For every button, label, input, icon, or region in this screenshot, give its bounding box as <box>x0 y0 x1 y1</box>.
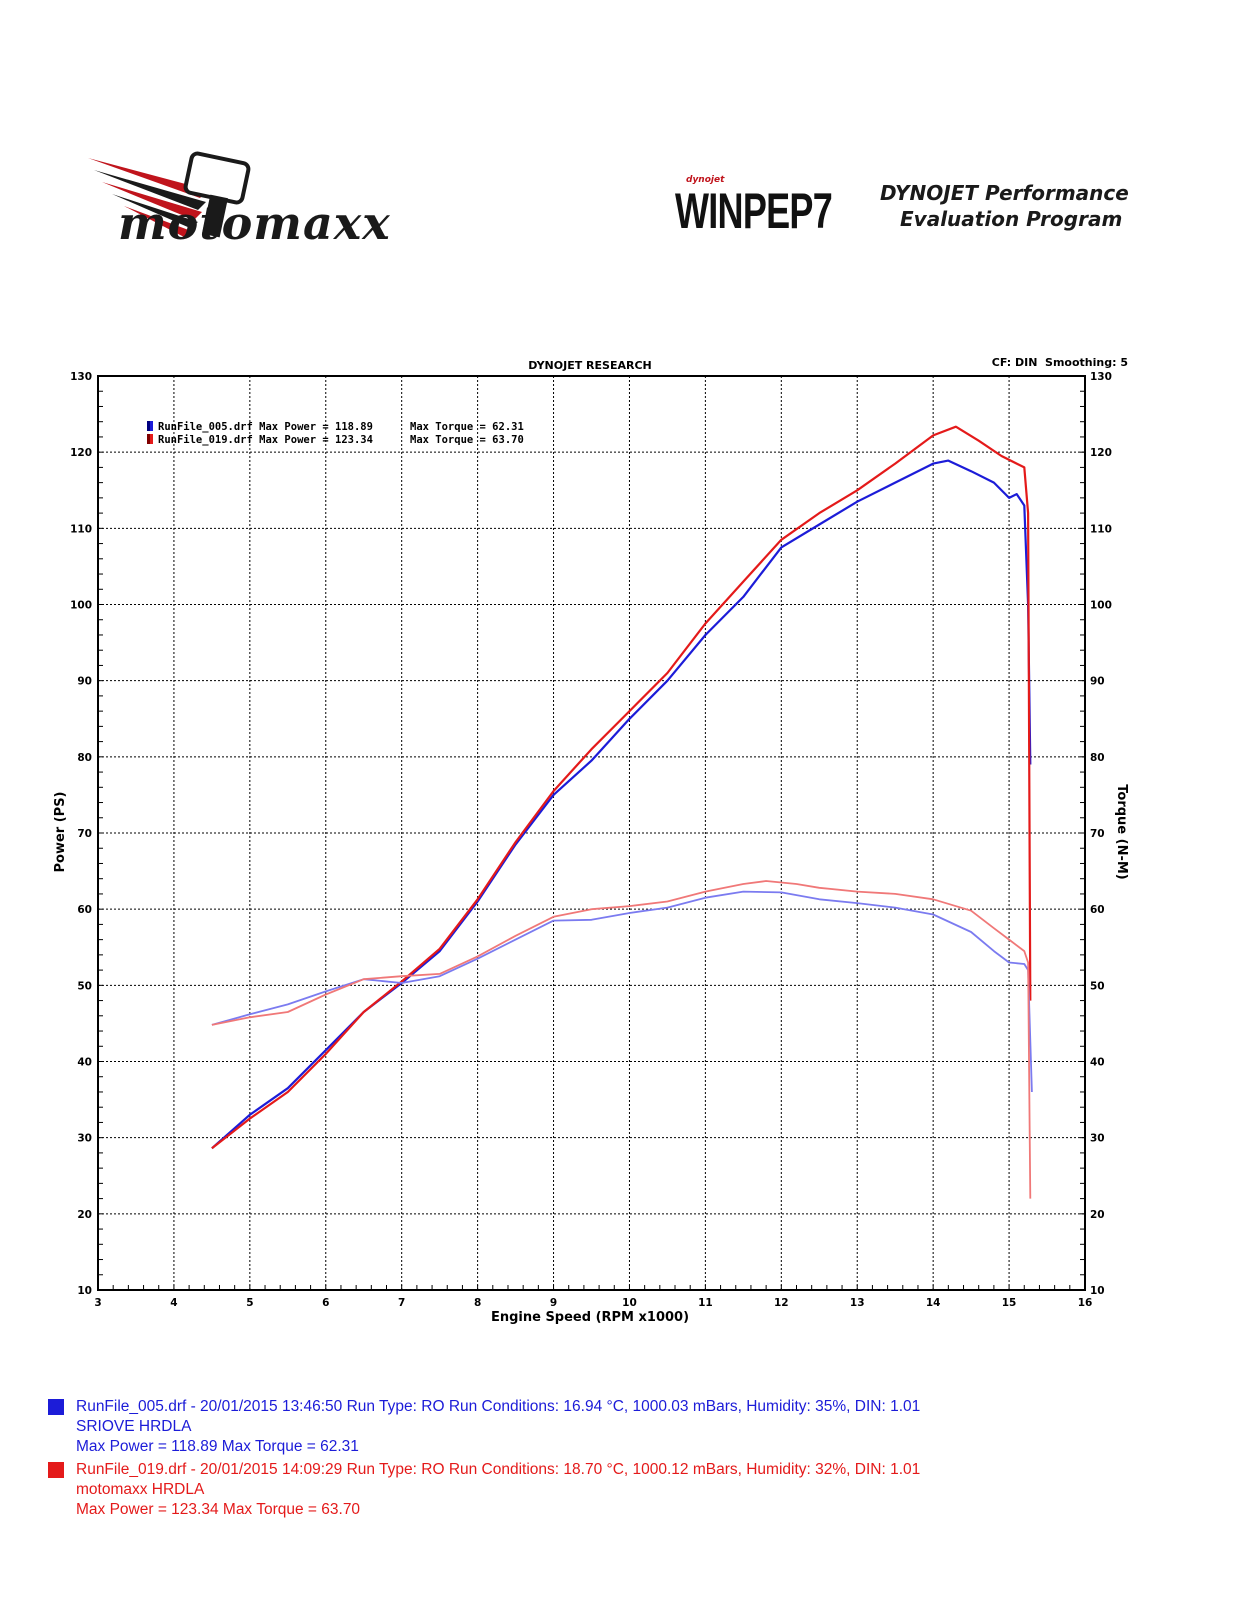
y-tick-label: 110 <box>70 523 92 535</box>
run1-swatch <box>48 1399 64 1415</box>
y-tick-label: 100 <box>70 600 92 612</box>
y-tick-label: 40 <box>77 1057 92 1069</box>
y-tick-label: 90 <box>77 676 92 688</box>
y-axis-label: Power (PS) <box>53 792 68 873</box>
y-tick-label: 50 <box>77 980 92 992</box>
y2-tick-label: 90 <box>1090 676 1105 688</box>
y-tick-label: 30 <box>77 1133 92 1145</box>
y2-tick-label: 20 <box>1090 1209 1105 1221</box>
y-tick-label: 130 <box>70 371 92 383</box>
run2-max: Max Power = 123.34 Max Torque = 63.70 <box>76 1501 361 1518</box>
y2-tick-label: 10 <box>1090 1285 1105 1297</box>
y2-tick-label: 30 <box>1090 1133 1105 1145</box>
y2-tick-label: 120 <box>1090 447 1112 459</box>
dynojet-small-mark: dynojet <box>686 175 725 185</box>
series-line-torque-run2 <box>211 880 1032 1199</box>
x-tick-label: 5 <box>246 1297 253 1309</box>
y-tick-label: 120 <box>70 447 92 459</box>
run1-details: RunFile_005.drf - 20/01/2015 13:46:50 Ru… <box>76 1398 921 1415</box>
series-line-power-run2 <box>211 425 1032 1150</box>
motomaxx-logo <box>88 151 251 238</box>
y-tick-label: 20 <box>77 1209 92 1221</box>
run2-swatch <box>48 1462 64 1478</box>
chart-legend: RunFile_005.drf Max Power = 118.89 Max T… <box>147 421 524 446</box>
y2-tick-label: 70 <box>1090 828 1105 840</box>
y2-tick-label: 130 <box>1090 371 1112 383</box>
y-tick-label: 60 <box>77 904 92 916</box>
dynojet-tagline-1: DYNOJET Performance <box>880 181 1129 205</box>
legend-swatch-run2-edge <box>147 434 150 444</box>
dynojet-tagline-2: Evaluation Program <box>900 207 1123 231</box>
y2-tick-label: 40 <box>1090 1057 1105 1069</box>
y2-tick-label: 60 <box>1090 904 1105 916</box>
x-tick-label: 15 <box>1002 1297 1017 1309</box>
winpep-wordmark: WINPEP7 <box>675 183 833 239</box>
y2-axis-label: Torque (N-M) <box>1114 784 1129 879</box>
x-tick-label: 14 <box>926 1297 941 1309</box>
series-lines <box>211 425 1033 1199</box>
legend-swatch-run1-edge <box>147 421 150 431</box>
x-tick-label: 6 <box>322 1297 329 1309</box>
y-tick-label: 80 <box>77 752 92 764</box>
x-tick-label: 12 <box>774 1297 789 1309</box>
y2-tick-label: 100 <box>1090 600 1112 612</box>
x-tick-label: 8 <box>474 1297 481 1309</box>
legend-torque-run2: Max Torque = 63.70 <box>410 434 524 446</box>
corner-note: CF: DIN Smoothing: 5 <box>992 356 1128 369</box>
x-tick-label: 16 <box>1078 1297 1093 1309</box>
x-tick-label: 13 <box>850 1297 865 1309</box>
run1-name: SRIOVE HRDLA <box>76 1418 192 1435</box>
x-tick-label: 9 <box>550 1297 557 1309</box>
x-tick-label: 10 <box>622 1297 637 1309</box>
y2-tick-label: 80 <box>1090 752 1105 764</box>
x-tick-label: 3 <box>94 1297 101 1309</box>
wing-icon <box>88 158 208 238</box>
plot-frame <box>97 375 1086 1291</box>
piston-icon <box>183 151 251 238</box>
y-tick-label: 10 <box>77 1285 92 1297</box>
legend-label-run2: RunFile_019.drf Max Power = 123.34 <box>158 434 373 446</box>
run1-max: Max Power = 118.89 Max Torque = 62.31 <box>76 1438 359 1455</box>
motomaxx-wordmark: motomaxx <box>118 196 391 250</box>
run2-details: RunFile_019.drf - 20/01/2015 14:09:29 Ru… <box>76 1461 921 1478</box>
grid <box>97 376 1086 1291</box>
x-tick-label: 11 <box>698 1297 713 1309</box>
x-tick-label: 7 <box>398 1297 405 1309</box>
chart-title: DYNOJET RESEARCH <box>528 359 651 372</box>
legend-torque-run1: Max Torque = 62.31 <box>410 421 524 433</box>
run2-name: motomaxx HRDLA <box>76 1481 205 1498</box>
series-line-torque-run1 <box>211 890 1033 1093</box>
legend-label-run1: RunFile_005.drf Max Power = 118.89 <box>158 421 373 433</box>
y2-tick-label: 110 <box>1090 523 1112 535</box>
x-tick-label: 4 <box>170 1297 177 1309</box>
y2-tick-label: 50 <box>1090 980 1105 992</box>
y-tick-label: 70 <box>77 828 92 840</box>
x-axis-label: Engine Speed (RPM x1000) <box>491 1310 689 1325</box>
